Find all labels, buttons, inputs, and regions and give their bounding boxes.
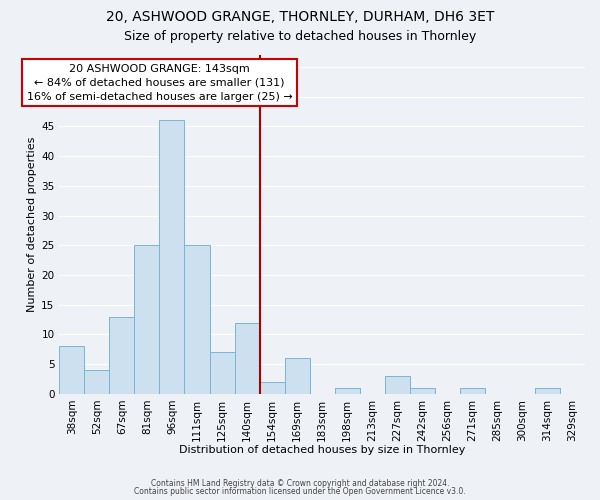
Bar: [160, 120, 184, 394]
Bar: [460, 388, 485, 394]
Bar: [535, 388, 560, 394]
Bar: [410, 388, 435, 394]
Text: Contains public sector information licensed under the Open Government Licence v3: Contains public sector information licen…: [134, 487, 466, 496]
X-axis label: Distribution of detached houses by size in Thornley: Distribution of detached houses by size …: [179, 445, 466, 455]
Bar: [235, 322, 260, 394]
Text: Contains HM Land Registry data © Crown copyright and database right 2024.: Contains HM Land Registry data © Crown c…: [151, 478, 449, 488]
Bar: [209, 352, 235, 394]
Bar: [284, 358, 310, 394]
Bar: [59, 346, 85, 394]
Bar: [109, 316, 134, 394]
Bar: [385, 376, 410, 394]
Y-axis label: Number of detached properties: Number of detached properties: [27, 136, 37, 312]
Bar: [184, 245, 209, 394]
Bar: [335, 388, 360, 394]
Bar: [134, 245, 160, 394]
Text: Size of property relative to detached houses in Thornley: Size of property relative to detached ho…: [124, 30, 476, 43]
Bar: [260, 382, 284, 394]
Text: 20, ASHWOOD GRANGE, THORNLEY, DURHAM, DH6 3ET: 20, ASHWOOD GRANGE, THORNLEY, DURHAM, DH…: [106, 10, 494, 24]
Bar: [85, 370, 109, 394]
Text: 20 ASHWOOD GRANGE: 143sqm
← 84% of detached houses are smaller (131)
16% of semi: 20 ASHWOOD GRANGE: 143sqm ← 84% of detac…: [26, 64, 292, 102]
